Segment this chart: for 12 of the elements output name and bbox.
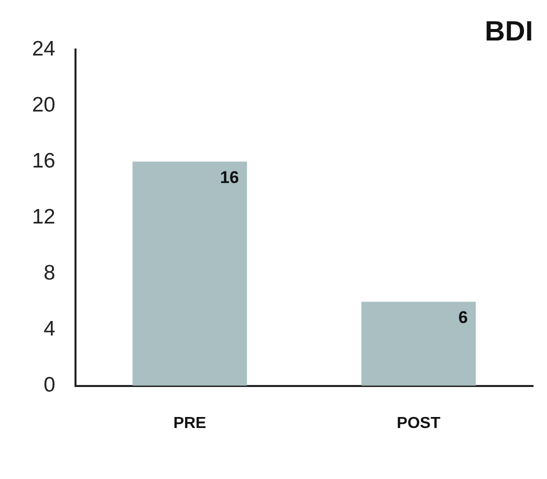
y-tick-label: 16 [32,149,56,172]
x-tick-label: PRE [173,414,207,432]
y-tick-label: 12 [32,205,56,228]
y-tick-label: 4 [44,318,56,341]
chart-title: BDI [484,16,533,47]
y-tick-label: 8 [44,262,56,285]
x-tick-label: POST [396,414,441,432]
y-tick-label: 0 [44,374,56,397]
y-tick-label: 24 [32,37,56,60]
data-label: 16 [220,168,239,187]
data-label: 6 [458,308,468,327]
y-tick-label: 20 [32,93,56,116]
